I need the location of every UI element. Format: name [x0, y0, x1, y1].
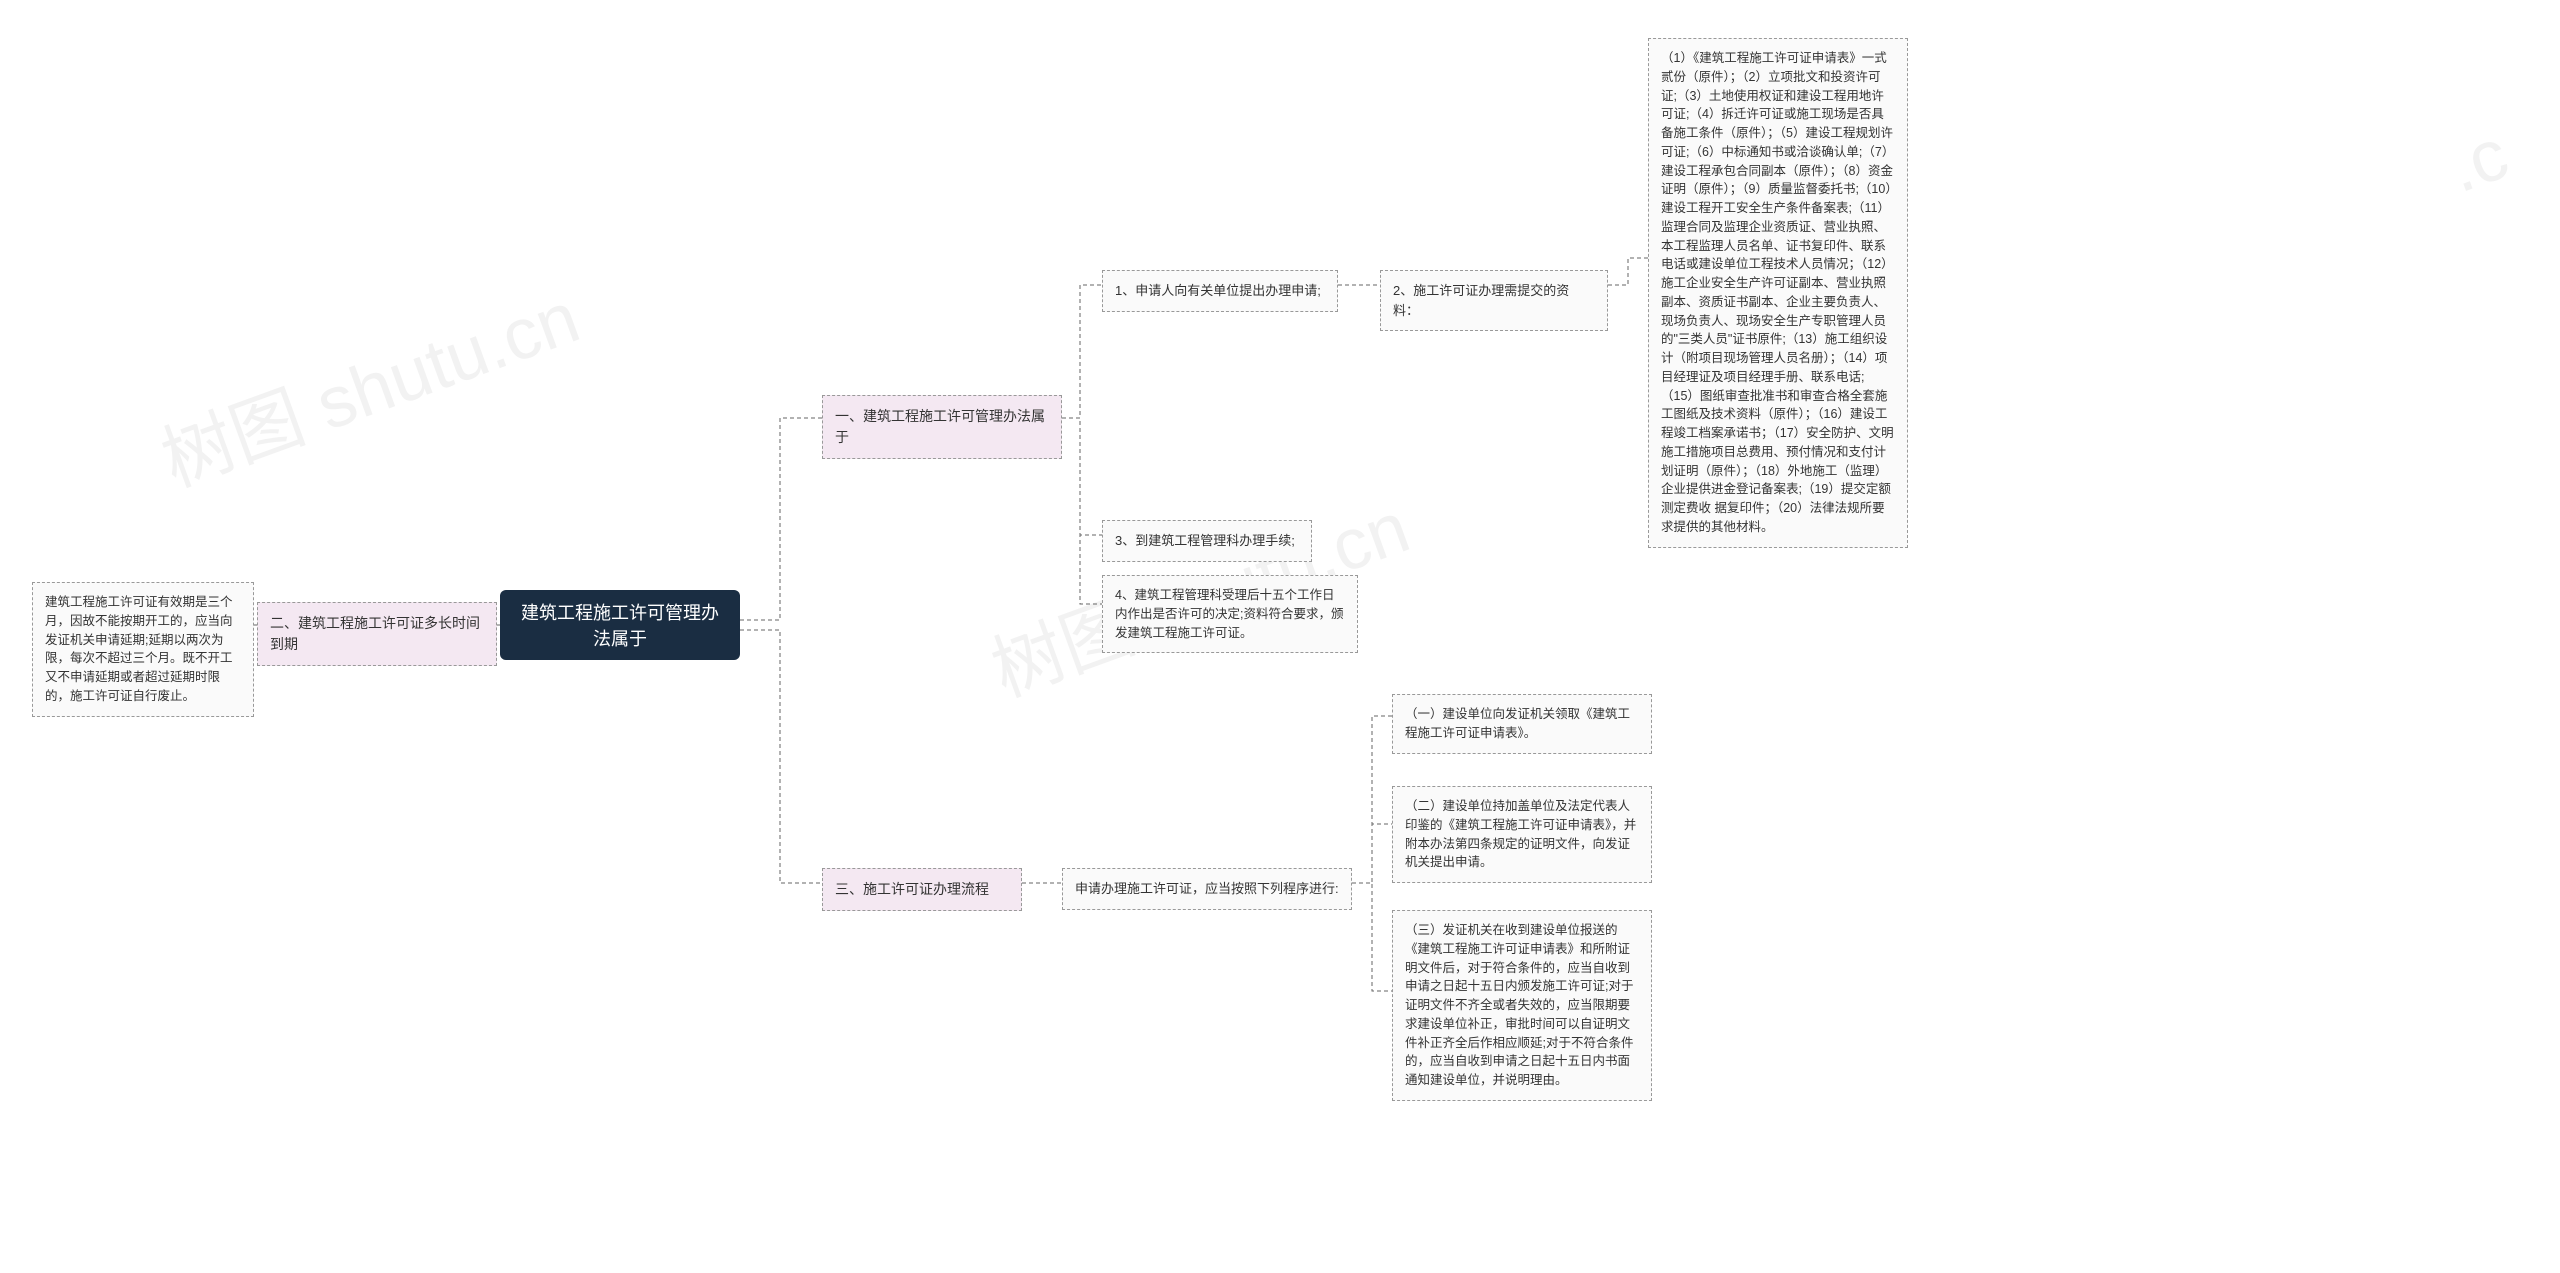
process-intro: 申请办理施工许可证，应当按照下列程序进行:: [1062, 868, 1352, 910]
root-label: 建筑工程施工许可管理办法属于: [514, 599, 726, 651]
branch-3[interactable]: 三、施工许可证办理流程: [822, 868, 1022, 911]
watermark-3: .c: [2438, 113, 2519, 209]
step-2-text: 2、施工许可证办理需提交的资料：: [1393, 283, 1569, 318]
step-1: 1、申请人向有关单位提出办理申请;: [1102, 270, 1338, 312]
step-2-materials: （1）《建筑工程施工许可证申请表》一式贰份（原件）；（2）立项批文和投资许可证;…: [1648, 38, 1908, 548]
branch-1[interactable]: 一、建筑工程施工许可管理办法属于: [822, 395, 1062, 459]
step-4: 4、建筑工程管理科受理后十五个工作日内作出是否许可的决定;资料符合要求，颁发建筑…: [1102, 575, 1358, 653]
process-intro-text: 申请办理施工许可证，应当按照下列程序进行:: [1075, 881, 1339, 896]
leaf-expiry-detail: 建筑工程施工许可证有效期是三个月，因故不能按期开工的，应当向发证机关申请延期;延…: [32, 582, 254, 717]
branch-2-label: 二、建筑工程施工许可证多长时间到期: [270, 615, 480, 652]
branch-1-label: 一、建筑工程施工许可管理办法属于: [835, 408, 1045, 445]
root-node[interactable]: 建筑工程施工许可管理办法属于: [500, 590, 740, 660]
step-2-materials-text: （1）《建筑工程施工许可证申请表》一式贰份（原件）；（2）立项批文和投资许可证;…: [1661, 51, 1894, 534]
step-3: 3、到建筑工程管理科办理手续;: [1102, 520, 1312, 562]
branch-3-label: 三、施工许可证办理流程: [835, 881, 989, 897]
step-4-text: 4、建筑工程管理科受理后十五个工作日内作出是否许可的决定;资料符合要求，颁发建筑…: [1115, 588, 1343, 640]
process-step-2-text: （二）建设单位持加盖单位及法定代表人印鉴的《建筑工程施工许可证申请表》，并附本办…: [1405, 799, 1636, 869]
step-2: 2、施工许可证办理需提交的资料：: [1380, 270, 1608, 331]
step-3-text: 3、到建筑工程管理科办理手续;: [1115, 533, 1295, 548]
leaf-expiry-text: 建筑工程施工许可证有效期是三个月，因故不能按期开工的，应当向发证机关申请延期;延…: [45, 595, 233, 703]
process-step-2: （二）建设单位持加盖单位及法定代表人印鉴的《建筑工程施工许可证申请表》，并附本办…: [1392, 786, 1652, 883]
process-step-3: （三）发证机关在收到建设单位报送的《建筑工程施工许可证申请表》和所附证明文件后，…: [1392, 910, 1652, 1101]
process-step-1: （一）建设单位向发证机关领取《建筑工程施工许可证申请表》。: [1392, 694, 1652, 754]
process-step-3-text: （三）发证机关在收到建设单位报送的《建筑工程施工许可证申请表》和所附证明文件后，…: [1405, 923, 1633, 1087]
step-1-text: 1、申请人向有关单位提出办理申请;: [1115, 283, 1321, 298]
branch-2[interactable]: 二、建筑工程施工许可证多长时间到期: [257, 602, 497, 666]
watermark-1: 树图 shutu.cn: [145, 259, 591, 507]
process-step-1-text: （一）建设单位向发证机关领取《建筑工程施工许可证申请表》。: [1405, 707, 1630, 740]
